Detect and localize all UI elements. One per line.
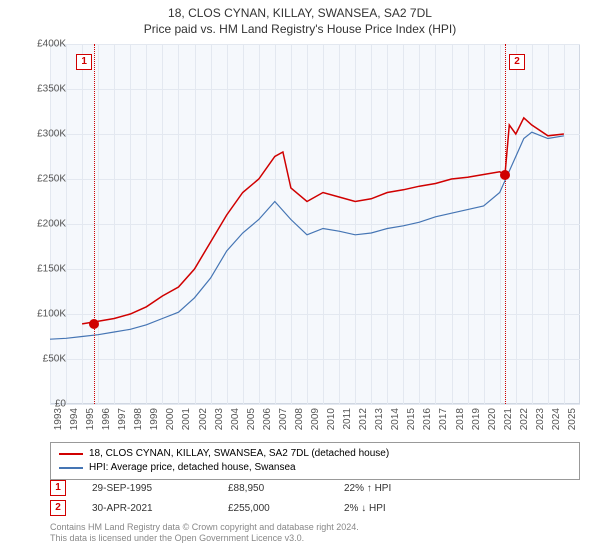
x-axis-tick-label: 2008: [294, 408, 305, 430]
event-price: £88,950: [228, 483, 318, 494]
event-marker-dot: [500, 170, 510, 180]
events-table: 1 29-SEP-1995 £88,950 22% ↑ HPI 2 30-APR…: [50, 480, 580, 520]
x-axis-tick-label: 1999: [149, 408, 160, 430]
y-axis-tick-label: £300K: [20, 129, 66, 140]
legend-swatch-series-1: [59, 453, 83, 455]
x-axis-tick-label: 2007: [278, 408, 289, 430]
series-line-2: [50, 132, 564, 339]
event-date: 30-APR-2021: [92, 503, 202, 514]
x-axis-tick-label: 2002: [198, 408, 209, 430]
x-axis-tick-label: 2021: [503, 408, 514, 430]
chart-lines: [50, 44, 580, 404]
event-chart-badge: 1: [76, 54, 92, 70]
x-axis-tick-label: 2011: [342, 408, 353, 430]
event-chart-badge: 2: [509, 54, 525, 70]
x-axis-tick-label: 2019: [471, 408, 482, 430]
x-axis-tick-label: 2005: [246, 408, 257, 430]
page-title: 18, CLOS CYNAN, KILLAY, SWANSEA, SA2 7DL: [0, 0, 600, 22]
footer-attribution: Contains HM Land Registry data © Crown c…: [50, 522, 580, 545]
series-line-1: [82, 118, 564, 324]
x-axis-tick-label: 1996: [101, 408, 112, 430]
x-axis-tick-label: 1993: [53, 408, 64, 430]
x-axis-tick-label: 2025: [567, 408, 578, 430]
y-axis-tick-label: £150K: [20, 264, 66, 275]
x-axis-tick-label: 1994: [69, 408, 80, 430]
x-axis-tick-label: 2018: [455, 408, 466, 430]
x-axis-tick-label: 2013: [374, 408, 385, 430]
x-axis-tick-label: 2016: [422, 408, 433, 430]
event-row: 1 29-SEP-1995 £88,950 22% ↑ HPI: [50, 480, 580, 496]
x-axis-tick-label: 1997: [117, 408, 128, 430]
event-marker-dot: [89, 319, 99, 329]
x-axis-tick-label: 2010: [326, 408, 337, 430]
event-hpi-diff: 22% ↑ HPI: [344, 483, 434, 494]
legend-row: HPI: Average price, detached house, Swan…: [59, 461, 571, 475]
footer-line-1: Contains HM Land Registry data © Crown c…: [50, 522, 580, 533]
event-vertical-line: [505, 44, 506, 404]
event-price: £255,000: [228, 503, 318, 514]
legend-label-series-1: 18, CLOS CYNAN, KILLAY, SWANSEA, SA2 7DL…: [89, 447, 389, 461]
x-axis-tick-label: 2017: [438, 408, 449, 430]
x-axis-tick-label: 2015: [406, 408, 417, 430]
x-axis-tick-label: 2003: [214, 408, 225, 430]
y-axis-tick-label: £50K: [20, 354, 66, 365]
event-number-badge: 1: [50, 480, 66, 496]
legend-row: 18, CLOS CYNAN, KILLAY, SWANSEA, SA2 7DL…: [59, 447, 571, 461]
y-axis-tick-label: £350K: [20, 84, 66, 95]
x-axis-tick-label: 2020: [487, 408, 498, 430]
x-axis-tick-label: 2014: [390, 408, 401, 430]
legend-label-series-2: HPI: Average price, detached house, Swan…: [89, 461, 296, 475]
x-axis-tick-label: 2000: [165, 408, 176, 430]
x-axis-tick-label: 2004: [230, 408, 241, 430]
y-axis-tick-label: £100K: [20, 309, 66, 320]
event-hpi-diff: 2% ↓ HPI: [344, 503, 434, 514]
x-axis-tick-label: 1998: [133, 408, 144, 430]
event-vertical-line: [94, 44, 95, 404]
chart-subtitle: Price paid vs. HM Land Registry's House …: [0, 22, 600, 40]
event-date: 29-SEP-1995: [92, 483, 202, 494]
footer-line-2: This data is licensed under the Open Gov…: [50, 533, 580, 544]
x-axis-tick-label: 1995: [85, 408, 96, 430]
gridline-horizontal: [50, 404, 580, 405]
x-axis-tick-label: 2001: [181, 408, 192, 430]
y-axis-tick-label: £400K: [20, 39, 66, 50]
x-axis-tick-label: 2012: [358, 408, 369, 430]
chart-area: 12: [50, 44, 580, 404]
x-axis-tick-label: 2022: [519, 408, 530, 430]
x-axis-tick-label: 2009: [310, 408, 321, 430]
x-axis-tick-label: 2006: [262, 408, 273, 430]
y-axis-tick-label: £200K: [20, 219, 66, 230]
event-number-badge: 2: [50, 500, 66, 516]
y-axis-tick-label: £250K: [20, 174, 66, 185]
legend-box: 18, CLOS CYNAN, KILLAY, SWANSEA, SA2 7DL…: [50, 442, 580, 480]
x-axis-tick-label: 2023: [535, 408, 546, 430]
event-row: 2 30-APR-2021 £255,000 2% ↓ HPI: [50, 500, 580, 516]
legend-swatch-series-2: [59, 467, 83, 469]
x-axis-tick-label: 2024: [551, 408, 562, 430]
